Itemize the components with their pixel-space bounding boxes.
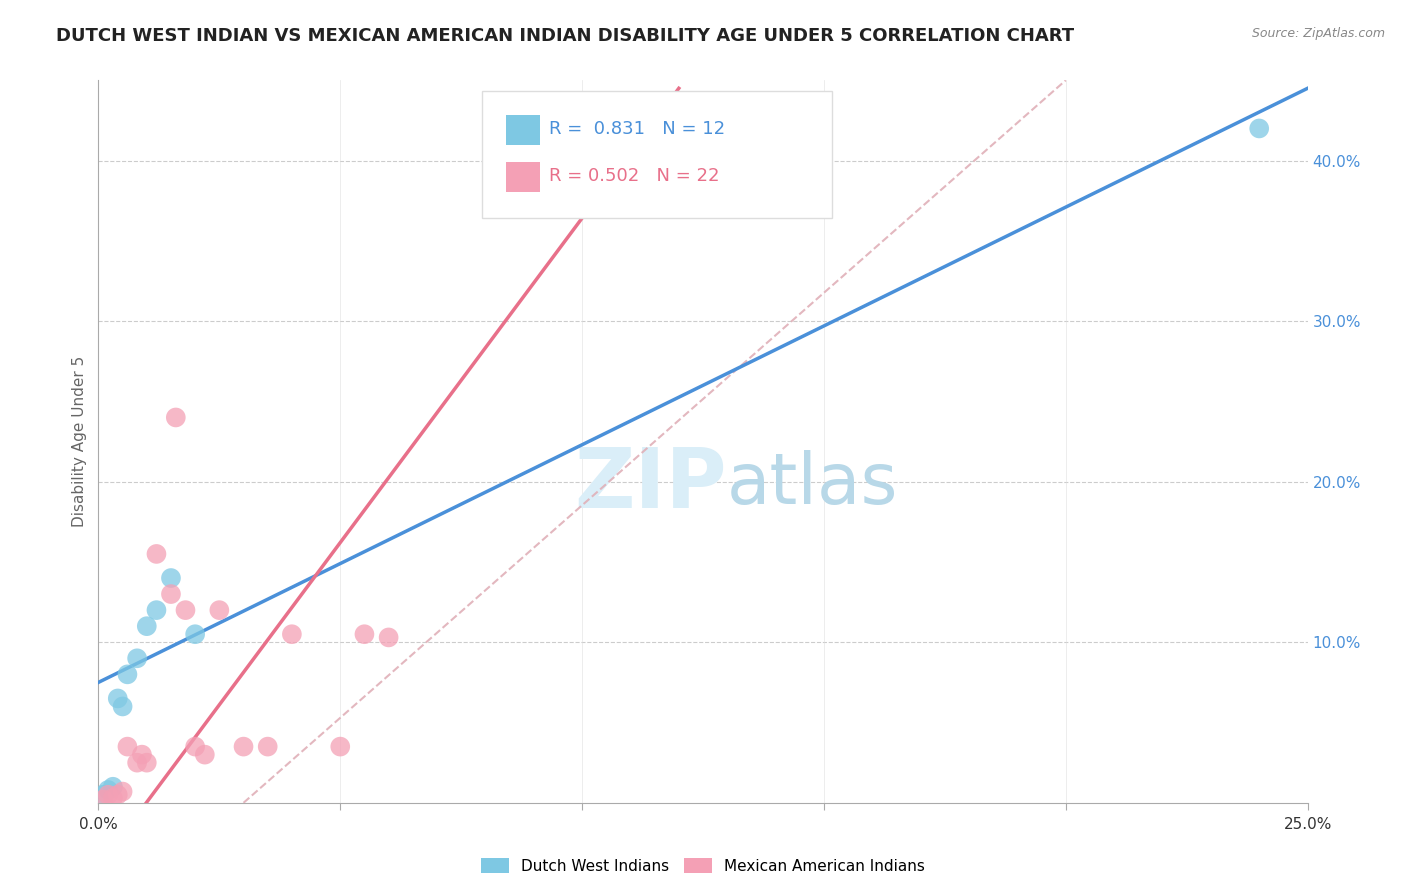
Point [232, 739, 254, 754]
Point [208, 603, 231, 617]
Point [111, 784, 134, 798]
Legend: Dutch West Indians, Mexican American Indians: Dutch West Indians, Mexican American Ind… [475, 852, 931, 880]
Point [97, 788, 120, 802]
Point [91, 788, 114, 802]
Point [165, 410, 187, 425]
Point [184, 739, 207, 754]
Point [160, 571, 183, 585]
Point [377, 631, 399, 645]
Point [101, 780, 124, 794]
Point [194, 747, 217, 762]
Text: DUTCH WEST INDIAN VS MEXICAN AMERICAN INDIAN DISABILITY AGE UNDER 5 CORRELATION : DUTCH WEST INDIAN VS MEXICAN AMERICAN IN… [56, 27, 1074, 45]
Point [145, 603, 167, 617]
Bar [506, 115, 540, 145]
Point [1249, 121, 1271, 136]
FancyBboxPatch shape [482, 91, 832, 218]
Point [117, 667, 139, 681]
Point [184, 627, 207, 641]
Text: ZIP: ZIP [575, 444, 727, 525]
Text: R = 0.502   N = 22: R = 0.502 N = 22 [550, 167, 720, 185]
Point [101, 791, 124, 805]
Point [107, 691, 129, 706]
Point [135, 756, 157, 770]
Point [135, 619, 157, 633]
Text: Source: ZipAtlas.com: Source: ZipAtlas.com [1251, 27, 1385, 40]
Point [131, 747, 153, 762]
Point [174, 603, 197, 617]
Point [107, 788, 129, 802]
Point [281, 627, 304, 641]
Text: atlas: atlas [727, 450, 898, 519]
Bar [506, 162, 540, 193]
Point [145, 547, 167, 561]
Point [329, 739, 352, 754]
Point [127, 756, 149, 770]
Text: R =  0.831   N = 12: R = 0.831 N = 12 [550, 120, 725, 137]
Point [256, 739, 278, 754]
Point [117, 739, 139, 754]
Point [91, 792, 114, 806]
Point [97, 783, 120, 797]
Point [160, 587, 183, 601]
Point [353, 627, 375, 641]
Point [111, 699, 134, 714]
Point [127, 651, 149, 665]
Y-axis label: Disability Age Under 5: Disability Age Under 5 [72, 356, 87, 527]
